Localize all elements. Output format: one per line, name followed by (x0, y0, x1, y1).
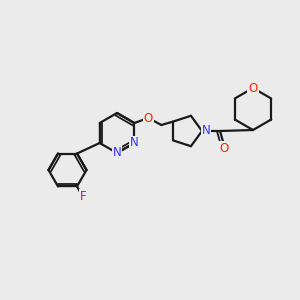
Text: N: N (112, 146, 122, 160)
Text: F: F (80, 190, 86, 203)
Text: O: O (219, 142, 229, 154)
Text: O: O (248, 82, 258, 94)
Text: N: N (130, 136, 139, 149)
Text: N: N (202, 124, 210, 137)
Text: O: O (144, 112, 153, 124)
